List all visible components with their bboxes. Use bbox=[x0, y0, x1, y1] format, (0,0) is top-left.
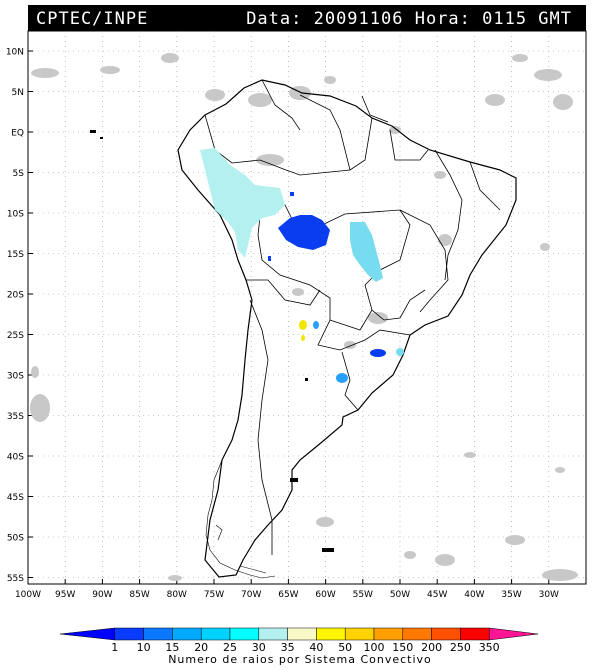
lat-label: 30S bbox=[7, 372, 24, 382]
lat-label: 35S bbox=[7, 412, 24, 422]
fjord-coast bbox=[205, 459, 276, 579]
legend-swatch bbox=[316, 627, 346, 641]
legend-value: 15 bbox=[165, 641, 179, 654]
lon-label: 40W bbox=[464, 590, 484, 600]
legend-value: 200 bbox=[421, 641, 442, 654]
cell-dot-1 bbox=[290, 192, 294, 196]
graticule bbox=[27, 31, 586, 584]
legend-caption: Numero de raios por Sistema Convectivo bbox=[168, 653, 432, 666]
lat-label: 50S bbox=[7, 534, 24, 544]
lon-label: 100W bbox=[15, 590, 41, 600]
legend-value: 350 bbox=[479, 641, 500, 654]
legend-swatch bbox=[431, 627, 461, 641]
legend-swatch bbox=[229, 627, 260, 641]
lat-label: 10N bbox=[6, 48, 24, 58]
cell-blue-paraguay bbox=[313, 321, 319, 329]
cell-blue-rio-grande bbox=[336, 373, 348, 383]
lon-label: 55W bbox=[353, 590, 373, 600]
legend-swatch bbox=[143, 627, 173, 641]
legend-swatch bbox=[460, 627, 490, 641]
legend-swatch bbox=[373, 627, 404, 641]
cell-blue-santa-catarina bbox=[370, 349, 386, 357]
legend-swatch bbox=[402, 627, 432, 641]
lat-label: 5N bbox=[12, 88, 24, 98]
cell-cyan-goias bbox=[350, 222, 383, 282]
cell-yellow-argentina-2 bbox=[301, 335, 305, 341]
header-title: CPTEC/INPE bbox=[36, 9, 149, 29]
lon-label: 90W bbox=[92, 590, 112, 600]
legend-value: 50 bbox=[338, 641, 352, 654]
lat-label: 20S bbox=[7, 291, 24, 301]
latitude-labels: 10N 5N EQ 5S 10S 15S 20S 25S 30S 35S 40S 45S 50S 55S bbox=[6, 48, 24, 585]
legend-value: 35 bbox=[281, 641, 295, 654]
lat-label: 10S bbox=[7, 210, 24, 220]
legend-value: 40 bbox=[309, 641, 323, 654]
legend-value: 100 bbox=[364, 641, 385, 654]
lat-label: 40S bbox=[7, 453, 24, 463]
longitude-labels: 100W 95W 90W 85W 80W 75W 70W 65W 60W 55W 50W 45W 40W… bbox=[15, 590, 559, 600]
cell-cyan-amazon bbox=[200, 148, 285, 258]
lat-label: 25S bbox=[7, 331, 24, 341]
legend-value: 250 bbox=[450, 641, 471, 654]
lon-label: 30W bbox=[539, 590, 559, 600]
legend-swatch bbox=[114, 627, 144, 641]
lon-label: 80W bbox=[167, 590, 187, 600]
color-legend bbox=[59, 627, 539, 641]
legend-value: 150 bbox=[392, 641, 413, 654]
map-frame bbox=[27, 30, 587, 585]
cell-light-coast bbox=[396, 348, 404, 356]
convective-cells bbox=[200, 148, 404, 383]
legend-swatch bbox=[258, 627, 288, 641]
lat-label: 45S bbox=[7, 493, 24, 503]
south-america-outline bbox=[177, 79, 517, 578]
cloud-cover bbox=[30, 53, 578, 581]
lat-label: EQ bbox=[11, 129, 24, 139]
lon-label: 85W bbox=[129, 590, 149, 600]
legend-swatch bbox=[59, 627, 116, 641]
lon-label: 75W bbox=[204, 590, 224, 600]
legend-value: 25 bbox=[223, 641, 237, 654]
legend-swatch bbox=[287, 627, 317, 641]
lon-label: 95W bbox=[55, 590, 75, 600]
cell-deep-blue-central bbox=[278, 215, 330, 250]
header-bar bbox=[28, 5, 586, 31]
legend-value: 10 bbox=[137, 641, 151, 654]
islands bbox=[90, 130, 334, 552]
lon-label: 60W bbox=[315, 590, 335, 600]
lon-label: 45W bbox=[427, 590, 447, 600]
legend-value: 30 bbox=[252, 641, 266, 654]
lat-label: 15S bbox=[7, 250, 24, 260]
lat-label: 5S bbox=[13, 169, 25, 179]
lon-label: 70W bbox=[241, 590, 261, 600]
legend-swatch bbox=[200, 627, 231, 641]
lon-label: 65W bbox=[278, 590, 298, 600]
legend-swatch bbox=[488, 627, 539, 641]
header-datetime: Data: 20091106 Hora: 0115 GMT bbox=[246, 9, 572, 29]
lat-label: 55S bbox=[7, 574, 24, 584]
lon-label: 50W bbox=[390, 590, 410, 600]
legend-value: 1 bbox=[111, 641, 118, 654]
legend-swatch bbox=[172, 627, 202, 641]
legend-swatch bbox=[344, 627, 375, 641]
cell-yellow-argentina bbox=[299, 320, 307, 330]
cell-dot-2 bbox=[268, 256, 271, 261]
lon-label: 35W bbox=[501, 590, 521, 600]
legend-value: 20 bbox=[194, 641, 208, 654]
legend-values: 1 10 15 20 25 30 35 40 50 100 150 200 250 350 bbox=[111, 641, 499, 654]
